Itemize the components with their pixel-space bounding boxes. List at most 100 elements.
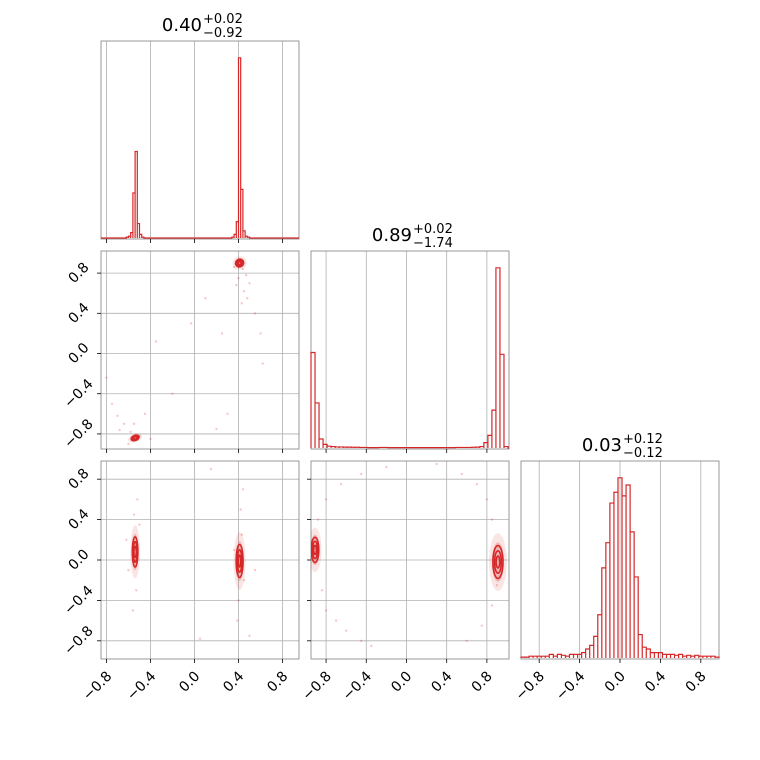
title-0: 0.40 +0.02−0.92 — [162, 12, 243, 41]
scatter-point — [490, 518, 494, 521]
scatter-point — [215, 427, 218, 431]
scatter-point — [253, 568, 257, 572]
density-halo — [130, 525, 140, 579]
scatter-point — [253, 312, 257, 315]
y-tick-label: −0.4 — [61, 583, 96, 618]
density-mode — [311, 527, 322, 573]
density-halo — [232, 256, 247, 270]
density-contour — [492, 544, 504, 580]
density-mode — [489, 533, 507, 591]
scatter-point — [245, 273, 248, 277]
title-1: 0.89 +0.02−1.74 — [372, 222, 453, 251]
scatter-point — [171, 392, 174, 395]
scatter-point — [248, 634, 251, 637]
x-tick-label: −0.4 — [124, 668, 159, 703]
scatter-point — [241, 488, 245, 491]
scatter-point — [490, 604, 494, 607]
density-mode — [128, 433, 143, 443]
density-contour — [131, 535, 139, 568]
title-median: 0.03 — [582, 435, 622, 456]
scatter-point — [316, 518, 320, 521]
y-tick-label: 0.4 — [65, 300, 92, 327]
scatter-point — [239, 508, 242, 511]
scatter-point — [246, 297, 249, 300]
density-mode — [233, 532, 246, 590]
y-tick-label: −0.8 — [61, 416, 96, 451]
scatter-point — [143, 412, 147, 416]
x-tick-label: −0.4 — [553, 668, 588, 703]
panel-1-2 — [307, 460, 510, 663]
y-tick-label: 0.8 — [65, 466, 92, 493]
title-median: 0.40 — [162, 15, 202, 36]
x-tick-label: 0.4 — [220, 668, 247, 695]
scatter-point — [235, 283, 238, 287]
scatter-point — [259, 332, 262, 335]
scatter-point — [465, 639, 468, 643]
density-contour — [493, 550, 503, 574]
scatter-point — [248, 281, 251, 285]
scatter-point — [480, 624, 484, 627]
panel-2-2 — [520, 460, 720, 663]
y-tick-label: 0.0 — [65, 546, 92, 573]
panel-1-1 — [310, 250, 510, 453]
scatter-point — [360, 472, 363, 476]
title-2: 0.03 +0.12−0.12 — [582, 432, 663, 461]
scatter-point — [132, 422, 136, 426]
scatter-point — [232, 265, 236, 269]
density-contour — [236, 259, 244, 267]
scatter-point — [237, 276, 240, 280]
x-tick-label: 0.8 — [469, 669, 496, 696]
scatter-point — [344, 629, 348, 632]
scatter-point — [190, 322, 193, 325]
density-contour — [234, 258, 245, 268]
panel-frame — [100, 40, 300, 240]
histogram-1 — [310, 267, 509, 449]
scatter-point — [334, 619, 338, 622]
density-contour — [312, 544, 318, 556]
scatter-point — [125, 538, 128, 541]
density-contour — [130, 434, 140, 442]
scatter-point — [204, 297, 207, 300]
density-halo — [233, 532, 246, 590]
scatter-point — [435, 462, 438, 466]
scatter-point — [149, 437, 152, 441]
density-fill — [491, 542, 504, 582]
x-tick-label: 0.4 — [642, 668, 669, 695]
scatter-point — [240, 302, 243, 305]
scatter-point — [129, 430, 132, 434]
scatter-point — [241, 267, 245, 271]
scatter-point — [118, 428, 121, 432]
panel-content — [311, 462, 507, 648]
title-plus-error: +0.02 — [203, 12, 243, 27]
x-tick-label: 0.4 — [428, 668, 455, 695]
panel-content — [105, 256, 264, 446]
y-tick-label: −0.4 — [61, 376, 96, 411]
histogram-2 — [520, 477, 720, 658]
density-contour — [311, 540, 319, 560]
density-contour — [311, 536, 320, 564]
scatter-point — [127, 442, 130, 446]
scatter-point — [475, 483, 479, 486]
scatter-point — [261, 362, 264, 365]
y-tick-label: −0.8 — [61, 623, 96, 658]
scatter-point — [360, 639, 363, 643]
y-tick-label: 0.8 — [65, 260, 92, 287]
density-contour — [132, 435, 138, 440]
scatter-point — [236, 619, 239, 622]
panel-content — [125, 467, 257, 640]
panel-frame — [310, 250, 510, 450]
title-minus-error: −0.12 — [623, 446, 663, 461]
x-tick-label: −0.4 — [340, 668, 375, 703]
panel-0-1 — [97, 250, 300, 453]
scatter-point — [198, 637, 202, 640]
scatter-point — [105, 376, 108, 379]
density-mode — [130, 525, 140, 579]
density-contour — [235, 543, 244, 579]
y-tick-label: 0.0 — [65, 340, 92, 367]
scatter-point — [110, 402, 114, 405]
scatter-point — [220, 332, 224, 335]
density-contour — [237, 554, 242, 568]
scatter-point — [209, 467, 213, 471]
x-tick-label: −0.8 — [80, 669, 115, 704]
